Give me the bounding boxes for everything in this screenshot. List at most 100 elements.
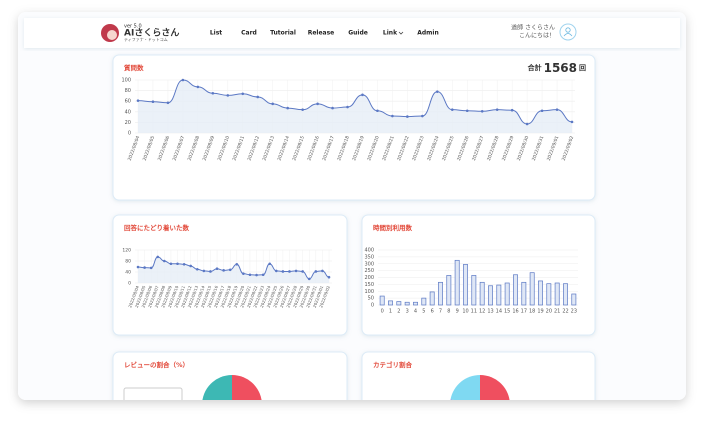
x-tick-label: 14 <box>496 309 502 315</box>
y-tick-label: 150 <box>364 282 374 288</box>
bar <box>563 283 568 306</box>
area <box>138 80 572 133</box>
logo-face <box>107 30 117 40</box>
x-tick-label: 21 <box>554 309 560 315</box>
x-tick-label: 13 <box>487 309 493 315</box>
point <box>361 93 364 97</box>
version: ver 5.0 <box>124 24 142 30</box>
point <box>248 273 252 277</box>
y-tick-label: 20 <box>125 120 131 126</box>
nav-item[interactable]: Tutorial <box>270 30 296 37</box>
bar <box>396 301 402 306</box>
point <box>176 262 179 266</box>
y-tick-label: 350 <box>364 254 374 260</box>
point <box>136 265 140 269</box>
point <box>228 268 232 272</box>
nav-item[interactable]: Guide <box>348 30 368 37</box>
x-tick-label: 19 <box>537 309 543 315</box>
nav-item[interactable]: Link <box>383 30 398 37</box>
total-part: 回 <box>579 63 586 72</box>
card-title: 時間別利用数 <box>373 223 413 232</box>
bar <box>421 297 427 306</box>
bar <box>438 281 443 306</box>
y-tick-label: 60 <box>125 99 131 105</box>
point <box>331 106 334 110</box>
avatar-icon <box>565 27 571 33</box>
point <box>202 269 206 273</box>
bar <box>454 259 460 306</box>
area <box>138 256 329 283</box>
bar <box>479 281 485 306</box>
x-tick-label: 17 <box>521 309 527 315</box>
point <box>241 92 245 96</box>
bar <box>488 285 493 306</box>
bar <box>429 291 435 306</box>
x-tick-label: 6 <box>431 309 434 315</box>
bar <box>388 300 393 306</box>
point <box>480 109 484 113</box>
point <box>261 273 265 277</box>
legend-box <box>123 387 183 400</box>
point <box>540 109 544 113</box>
bar <box>496 284 502 306</box>
point <box>301 270 304 273</box>
total-part: 1568 <box>544 61 577 75</box>
x-tick-label: 2 <box>397 309 400 315</box>
point <box>166 101 170 105</box>
bar <box>504 282 510 306</box>
point <box>436 90 439 93</box>
point <box>226 94 230 97</box>
x-tick-label: 16 <box>512 309 518 315</box>
point <box>242 272 245 275</box>
x-tick-label: 22 <box>562 309 568 315</box>
x-tick-label: 9 <box>456 309 459 315</box>
card-title: 質問数 <box>124 63 144 72</box>
logo-text[interactable]: AIさくらさん <box>124 28 179 39</box>
y-tick-label: 100 <box>121 78 131 84</box>
pie-slice <box>450 375 480 400</box>
bar <box>521 281 527 306</box>
point <box>169 262 173 266</box>
y-tick-label: 100 <box>364 289 374 295</box>
x-tick-label: 23 <box>571 309 577 315</box>
y-tick-label: 0 <box>128 131 131 137</box>
point <box>281 270 285 273</box>
nav-item[interactable]: Release <box>308 30 335 37</box>
nav-item[interactable]: List <box>210 30 222 37</box>
x-tick-label: 8 <box>447 309 450 315</box>
point <box>321 269 324 273</box>
pie-slice <box>232 375 262 400</box>
total-part: 合計 <box>527 63 542 72</box>
x-tick-label: 1 <box>389 309 392 315</box>
point <box>149 266 153 270</box>
nav-item[interactable]: Admin <box>417 30 439 37</box>
bar <box>546 283 552 306</box>
bar <box>404 301 410 306</box>
point <box>286 106 289 110</box>
point <box>156 255 160 259</box>
y-tick-label: 80 <box>125 259 131 265</box>
x-tick-label: 15 <box>504 309 510 315</box>
point <box>288 270 291 273</box>
point <box>151 100 155 104</box>
card-title: 回答にたどり着いた数 <box>124 223 190 232</box>
point <box>143 266 146 269</box>
point <box>391 114 394 118</box>
y-tick-label: 0 <box>128 281 131 287</box>
greeting: こんにちは！ <box>519 33 555 40</box>
point <box>495 108 499 111</box>
y-tick-label: 400 <box>364 248 374 254</box>
nav-item[interactable]: Card <box>241 30 257 37</box>
point <box>181 78 185 82</box>
card <box>361 214 596 336</box>
point <box>275 269 278 273</box>
point <box>301 108 304 111</box>
point <box>271 102 274 106</box>
y-tick-label: 40 <box>125 109 131 115</box>
y-tick-label: 300 <box>364 261 374 267</box>
point <box>209 270 212 273</box>
x-tick-label: 11 <box>471 309 477 315</box>
x-tick-label: 20 <box>546 309 552 315</box>
y-tick-label: 50 <box>368 296 374 302</box>
company: ティファナ・ドットコム <box>124 36 168 42</box>
